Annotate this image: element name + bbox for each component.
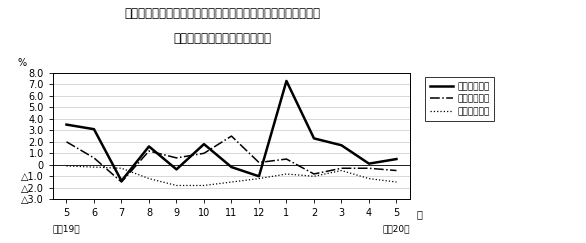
Text: 平成19年: 平成19年 [53,224,80,233]
Text: 月: 月 [416,209,422,219]
Text: 第４図　　賃金、労働時間、常用雇用指数対前年同月比の推移: 第４図 賃金、労働時間、常用雇用指数対前年同月比の推移 [125,7,321,20]
Text: %: % [18,58,27,68]
Text: 平成20年: 平成20年 [383,224,410,233]
Text: （規横５人以上　調査産業計）: （規横５人以上 調査産業計） [173,32,272,44]
Legend: 現金給与総額, 総実労働時間, 常用雇用指数: 現金給与総額, 総実労働時間, 常用雇用指数 [425,78,494,121]
